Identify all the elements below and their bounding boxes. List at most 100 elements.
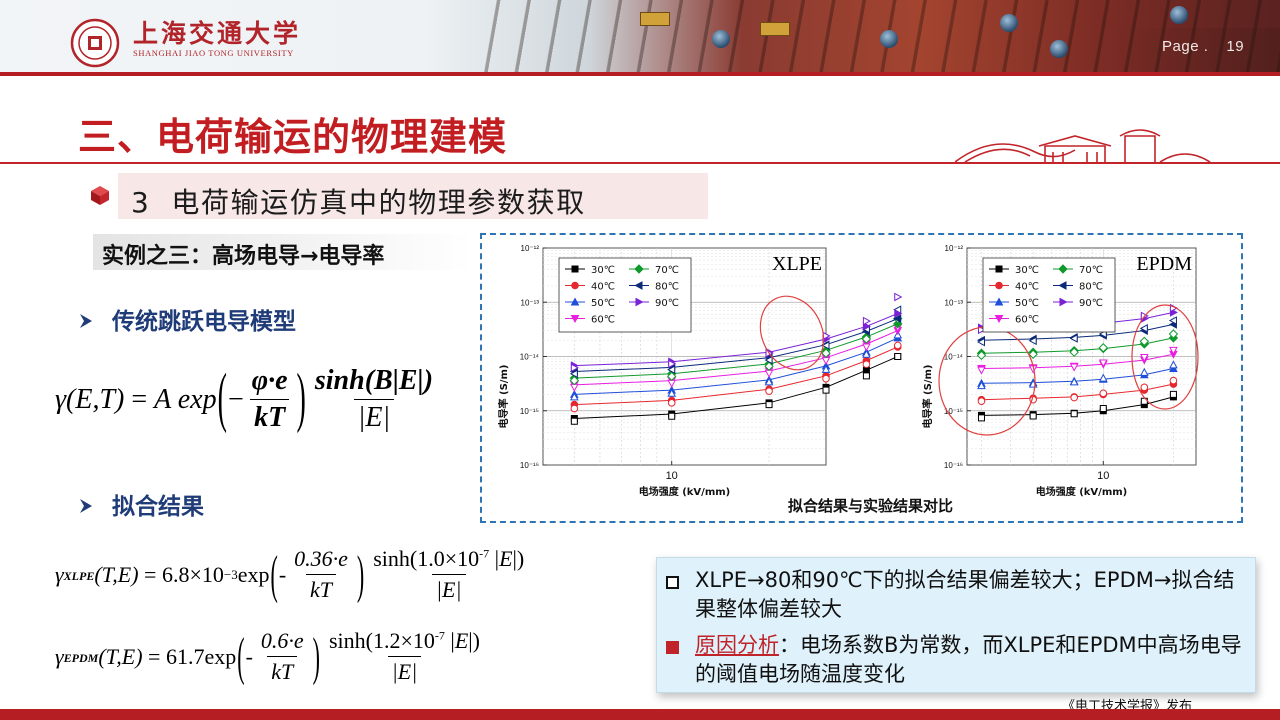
chart-xlpe: 10⁻¹⁶ 10⁻¹⁵ 10⁻¹⁴ 10⁻¹³ 10⁻¹² 10 电场强度 (kV/mm) 电…	[497, 244, 903, 498]
data-point-marker	[1058, 264, 1068, 274]
campus-gate-illustration	[955, 129, 1211, 163]
epdm-exp-denominator: kT	[267, 656, 298, 685]
fit-line	[981, 337, 1174, 354]
right-paren: )	[312, 625, 320, 686]
formula-equals: =	[124, 383, 155, 415]
data-point-marker	[1140, 383, 1149, 392]
y-tick-label: 10⁻¹³	[521, 298, 540, 307]
data-point-marker	[994, 297, 1004, 306]
xlpe-prefactor-exp: −3	[223, 566, 238, 582]
xlpe-subscript: XLPE	[63, 569, 95, 583]
data-point-marker	[569, 375, 580, 386]
university-name-en: SHANGHAI JIAO TONG UNIVERSITY	[133, 48, 294, 58]
highlight-ellipse	[1131, 304, 1199, 410]
epdm-gamma: γ	[55, 643, 64, 669]
university-name-cn: 上海交通大学	[133, 19, 302, 48]
legend-label: 50℃	[591, 298, 615, 309]
data-point-marker	[570, 363, 579, 373]
data-point-marker	[861, 334, 872, 344]
hollow-square-bullet-icon	[666, 576, 679, 589]
y-tick-label: 10⁻¹⁶	[520, 461, 539, 470]
analysis-box	[656, 557, 1256, 693]
filled-square-bullet-icon	[666, 641, 679, 654]
xlpe-sinh-exp: -7	[479, 546, 490, 561]
y-tick-label: 10⁻¹⁵	[944, 407, 963, 416]
epdm-exp-numerator: 0.6·e	[260, 628, 304, 653]
data-point-marker	[634, 264, 644, 274]
legend-label: 70℃	[655, 265, 679, 276]
formula-prefactor: A exp	[154, 383, 217, 415]
data-point-marker	[570, 315, 580, 324]
data-point-marker	[1099, 389, 1108, 398]
chart-epdm: 10⁻¹⁶ 10⁻¹⁵ 10⁻¹⁴ 10⁻¹³ 10⁻¹² 10 电场强度 (kV/mm) 电…	[921, 244, 1199, 498]
panel-label: XLPE	[772, 253, 822, 275]
exponent-numerator: φ·e	[251, 365, 288, 396]
xlpe-sinh-coef: 1.0×10	[417, 546, 480, 571]
data-point-marker	[893, 341, 902, 350]
legend-label: 70℃	[1079, 265, 1103, 276]
epdm-sinh-coef: 1.2×10	[372, 628, 435, 653]
data-point-marker	[1139, 324, 1148, 333]
fit-line	[574, 318, 898, 372]
epdm-formula: γ EPDM (T,E) = 61.7 exp ( - 0.6·e kT ) sin…	[55, 625, 488, 686]
data-point-marker	[570, 392, 579, 401]
header-ornament	[1050, 40, 1068, 58]
y-tick-label: 10⁻¹³	[945, 298, 964, 307]
legend-label: 90℃	[655, 298, 679, 309]
data-point-marker	[1139, 367, 1149, 376]
header-eave-decoration	[470, 0, 1280, 72]
data-point-marker	[1069, 334, 1078, 343]
fit-line	[574, 337, 898, 395]
epdm-subscript: EPDM	[63, 651, 99, 665]
data-point-marker	[894, 353, 902, 360]
exp-function: exp	[237, 561, 270, 587]
legend-item: 70℃	[629, 264, 679, 276]
data-point-marker	[1099, 405, 1107, 413]
exp-function: exp	[204, 643, 237, 669]
data-point-marker	[821, 348, 831, 358]
legend-item: 30℃	[565, 265, 615, 276]
right-paren: )	[356, 543, 365, 604]
legend-item: 40℃	[989, 282, 1039, 293]
sinh-fraction: sinh(B|E|) |E|	[311, 365, 437, 434]
data-point-marker	[862, 360, 871, 369]
data-point-marker	[1069, 347, 1079, 357]
data-point-marker	[1070, 393, 1078, 402]
x-axis-label: 电场强度 (kV/mm)	[1036, 485, 1128, 498]
data-point-marker	[1028, 349, 1038, 359]
analysis-item-2-text: 原因分析：电场系数B为常数，而XLPE和EPDM中高场电导的阈值电场随温度变化	[695, 631, 1251, 689]
data-point-marker	[765, 401, 773, 409]
data-point-marker	[862, 349, 871, 358]
data-point-marker	[1098, 373, 1108, 382]
data-point-marker	[1098, 359, 1108, 368]
y-tick-label: 10⁻¹⁶	[944, 461, 963, 470]
data-point-marker	[1169, 390, 1177, 398]
data-point-marker	[570, 404, 579, 413]
data-point-marker	[570, 297, 580, 306]
data-point-marker	[894, 292, 903, 302]
left-paren: (	[237, 625, 245, 686]
xlpe-args: (T,E)	[94, 561, 139, 587]
formula-lhs: γ(E,T)	[55, 383, 125, 415]
data-point-marker	[995, 265, 1003, 273]
epdm-sinh-fraction: sinh(1.2×10-7 |E|) |E|	[325, 628, 484, 685]
data-point-marker	[1098, 343, 1109, 353]
xlpe-prefactor: 6.8×10	[161, 561, 224, 587]
cause-text: ：电场系数B为常数，而XLPE和EPDM中高场电导的阈值电场随温度变化	[695, 633, 1242, 686]
data-point-marker	[1069, 377, 1079, 386]
subheading-fit-text: 拟合结果	[112, 494, 204, 520]
left-paren: (	[270, 543, 278, 604]
data-point-marker	[1168, 316, 1177, 325]
formula-equals: =	[138, 561, 162, 587]
fit-line	[981, 383, 1174, 401]
data-point-marker	[1169, 360, 1178, 369]
legend-item: 70℃	[1053, 264, 1103, 276]
data-point-marker	[977, 414, 985, 422]
cause-label: 原因分析	[695, 633, 779, 657]
xlpe-gamma: γ	[55, 561, 64, 587]
y-tick-label: 10⁻¹²	[945, 244, 964, 253]
y-axis-label: 电导率 (S/m)	[921, 365, 934, 429]
y-tick-label: 10⁻¹²	[521, 244, 540, 253]
xlpe-exponent-fraction: 0.36·e kT	[290, 546, 352, 603]
data-point-marker	[862, 316, 871, 326]
